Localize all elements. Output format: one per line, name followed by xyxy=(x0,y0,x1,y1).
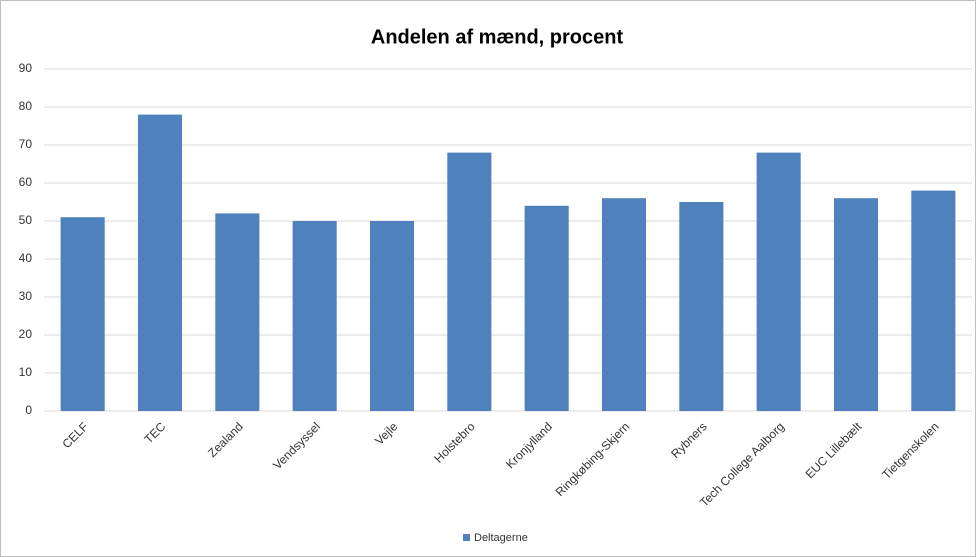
y-tick-label: 50 xyxy=(19,213,33,227)
bar xyxy=(292,221,337,411)
y-tick-label: 70 xyxy=(19,137,33,151)
y-tick-label: 20 xyxy=(19,327,33,341)
bar xyxy=(601,198,647,411)
y-tick-label: 90 xyxy=(19,61,33,75)
y-tick-label: 30 xyxy=(19,289,33,303)
legend-label: Deltagerne xyxy=(474,532,528,544)
y-tick-label: 10 xyxy=(19,365,33,379)
bar xyxy=(60,217,105,411)
y-tick-label: 60 xyxy=(19,175,33,189)
y-tick-label: 80 xyxy=(19,99,33,113)
bar xyxy=(679,202,724,411)
bar xyxy=(833,198,879,411)
bar xyxy=(911,190,956,411)
bar xyxy=(447,152,492,411)
y-tick-label: 0 xyxy=(25,403,32,417)
legend-swatch xyxy=(463,534,470,541)
bar xyxy=(524,205,569,411)
chart-title: Andelen af mænd, procent xyxy=(371,26,624,48)
bar xyxy=(756,152,801,411)
bar xyxy=(369,221,415,411)
bar xyxy=(215,213,260,411)
y-tick-label: 40 xyxy=(19,251,33,265)
bar xyxy=(137,114,183,411)
